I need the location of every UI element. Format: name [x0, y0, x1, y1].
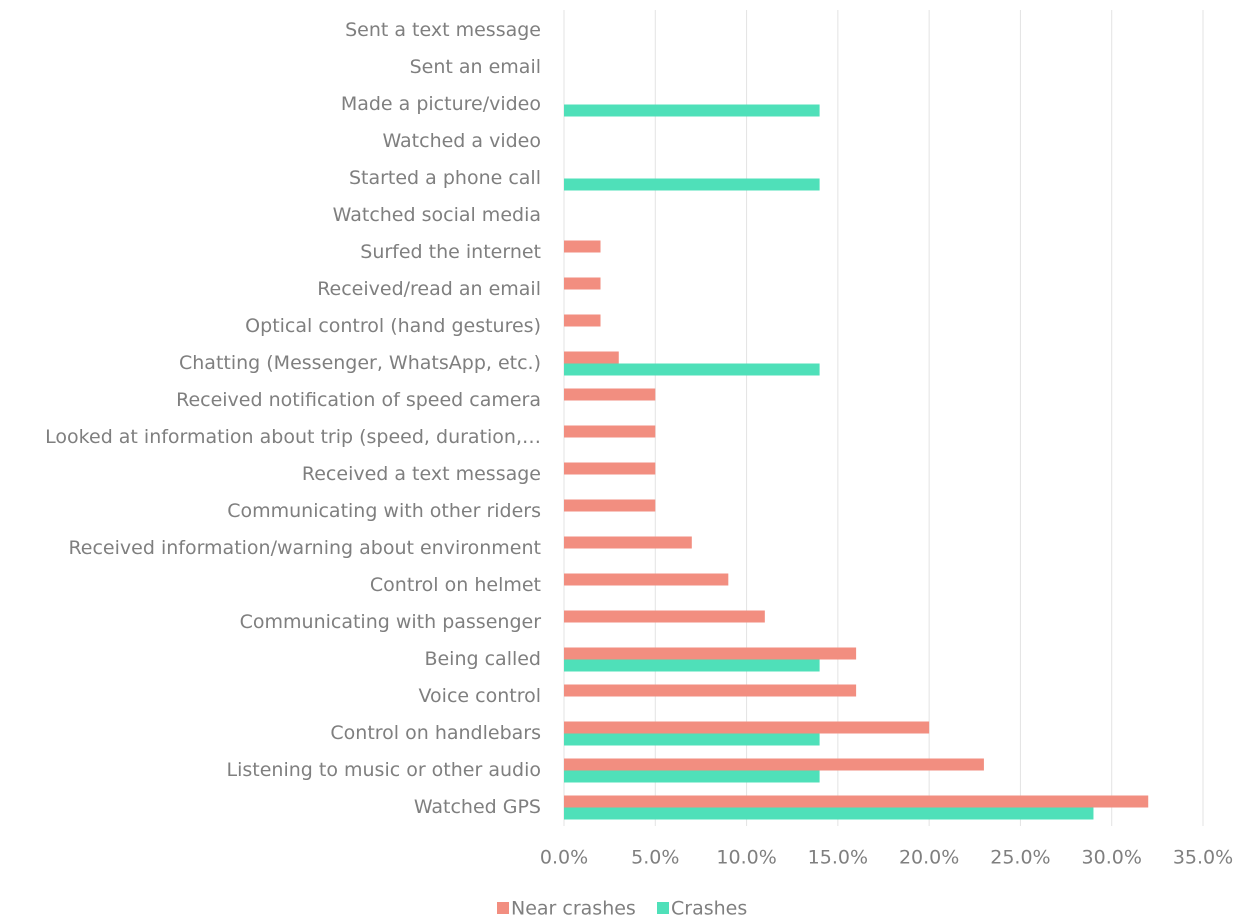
- legend-swatch: [497, 902, 509, 914]
- x-tick-label: 15.0%: [808, 847, 868, 869]
- x-tick-label: 10.0%: [716, 847, 776, 869]
- x-tick-label: 20.0%: [899, 847, 959, 869]
- y-tick-label: Optical control (hand gestures): [245, 315, 541, 337]
- bar: [564, 770, 820, 783]
- bar: [564, 240, 601, 253]
- bar: [564, 758, 984, 771]
- bar: [564, 721, 930, 734]
- y-tick-label: Communicating with passenger: [240, 611, 542, 633]
- y-tick-label: Watched social media: [333, 204, 541, 226]
- bar: [564, 314, 601, 327]
- y-tick-label: Control on helmet: [370, 574, 541, 596]
- x-tick-label: 5.0%: [631, 847, 679, 869]
- bar: [564, 684, 857, 697]
- y-tick-label: Communicating with other riders: [227, 500, 541, 522]
- y-tick-label: Received/read an email: [317, 278, 541, 300]
- x-tick-label: 30.0%: [1082, 847, 1142, 869]
- bar: [564, 733, 820, 746]
- y-tick-label: Made a picture/video: [341, 93, 541, 115]
- legend-swatch: [657, 902, 669, 914]
- bar: [564, 363, 820, 376]
- bar: [564, 659, 820, 672]
- bar: [564, 536, 692, 549]
- y-tick-label: Being called: [424, 648, 541, 670]
- bar: [564, 425, 656, 438]
- y-tick-label: Listening to music or other audio: [227, 759, 541, 781]
- bar: [564, 795, 1149, 808]
- x-tick-label: 0.0%: [540, 847, 588, 869]
- bar: [564, 499, 656, 512]
- y-tick-label: Watched GPS: [414, 796, 541, 818]
- bar: [564, 351, 619, 364]
- y-tick-label: Voice control: [419, 685, 541, 707]
- y-tick-label: Started a phone call: [349, 167, 541, 189]
- legend-label: Crashes: [671, 898, 747, 920]
- bar: [564, 277, 601, 290]
- bar: [564, 573, 729, 586]
- y-tick-label: Sent a text message: [345, 19, 541, 41]
- x-tick-label: 25.0%: [990, 847, 1050, 869]
- bar: [564, 388, 656, 401]
- bar: [564, 610, 765, 623]
- bar: [564, 807, 1094, 820]
- y-tick-label: Received a text message: [302, 463, 541, 485]
- y-tick-label: Surfed the internet: [360, 241, 541, 263]
- bar: [564, 104, 820, 117]
- y-tick-label: Received notification of speed camera: [176, 389, 541, 411]
- bar: [564, 178, 820, 191]
- y-tick-label: Chatting (Messenger, WhatsApp, etc.): [179, 352, 541, 374]
- bar: [564, 647, 857, 660]
- y-tick-label: Sent an email: [410, 56, 541, 78]
- y-tick-label: Received information/warning about envir…: [68, 537, 541, 559]
- legend-label: Near crashes: [511, 898, 636, 920]
- y-tick-label: Watched a video: [382, 130, 541, 152]
- y-tick-label: Control on handlebars: [330, 722, 541, 744]
- x-tick-label: 35.0%: [1173, 847, 1233, 869]
- bar: [564, 462, 656, 475]
- y-tick-label: Looked at information about trip (speed,…: [45, 426, 541, 448]
